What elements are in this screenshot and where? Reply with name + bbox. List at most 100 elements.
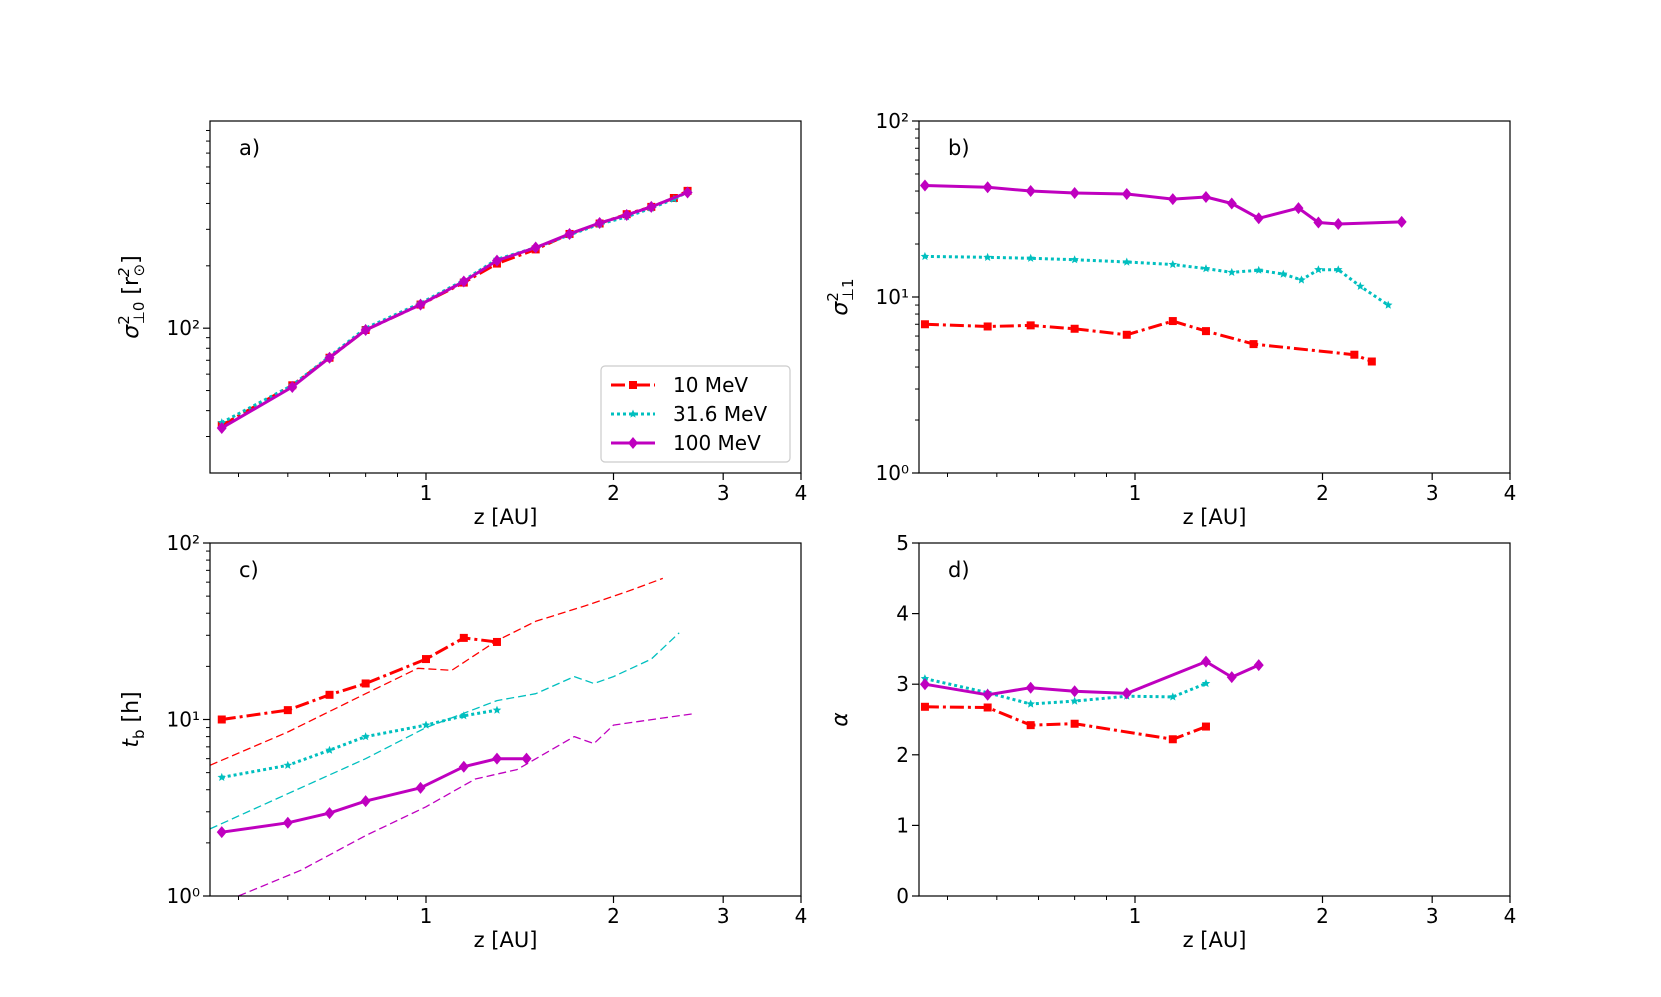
y-label-unit: [r: [119, 276, 144, 302]
data-point-31-6-mev: [1026, 699, 1035, 708]
x-tick-label: 3: [717, 904, 730, 928]
y-axis-label: α: [828, 712, 853, 727]
panel-c: 1 2 3 4 10⁰ 10¹ 10² c) z [AU] tb [h]: [119, 531, 807, 952]
data-point-10-mev: [983, 322, 992, 331]
data-point-10-mev: [1201, 722, 1210, 731]
data-point-10-mev: [983, 703, 992, 712]
data-point-100-mev: [919, 179, 930, 192]
data-point-100-mev: [919, 678, 930, 691]
data-point-10-mev: [422, 655, 431, 664]
y-tick-label: 2: [896, 743, 909, 767]
data-point-100-mev: [458, 760, 469, 773]
legend: 10 MeV 31.6 MeV 100 MeV: [600, 365, 791, 463]
series-line-100-mev: [221, 757, 527, 834]
series-line-31-6-mev-model: [210, 632, 680, 830]
data-point-100-mev: [216, 421, 227, 434]
data-point-100-mev: [287, 381, 298, 394]
data-point-31-6-mev: [1227, 267, 1236, 276]
y-label-symbol: σ: [828, 301, 853, 316]
data-point-100-mev: [682, 186, 693, 199]
y-label-unit-sup: 2: [115, 267, 133, 277]
data-point-31-6-mev: [920, 674, 930, 683]
panel-label: c): [239, 558, 259, 582]
plot-area: [919, 179, 1407, 366]
data-point-100-mev: [621, 208, 632, 221]
y-tick-label: 0: [896, 884, 909, 908]
legend-swatch-marker: [628, 409, 638, 418]
data-point-100-mev: [1200, 655, 1211, 668]
y-tick-label: 4: [896, 602, 909, 626]
y-label-unit-sub: ⊙: [130, 264, 148, 277]
data-point-31-6-mev: [1201, 264, 1211, 273]
legend-box: [600, 365, 791, 463]
y-label-symbol: t: [119, 738, 144, 748]
axes-frame: [209, 120, 802, 474]
x-tick-label: 4: [795, 481, 808, 505]
axes-frame: [918, 120, 1511, 474]
x-tick-label: 2: [607, 481, 620, 505]
data-point-31-6-mev: [1254, 265, 1263, 274]
data-point-100-mev: [1333, 217, 1344, 230]
y-tick-label: 3: [896, 672, 909, 696]
x-tick-label: 1: [1129, 904, 1142, 928]
x-tick-label: 2: [1316, 904, 1329, 928]
data-point-31-6-mev: [361, 732, 370, 741]
x-axis-label: z [AU]: [1183, 928, 1247, 952]
data-point-100-mev: [216, 826, 227, 839]
data-point-10-mev: [1201, 327, 1210, 336]
x-tick-label: 1: [1129, 481, 1142, 505]
data-point-31-6-mev: [1201, 679, 1211, 688]
y-axis-label: tb [h]: [119, 691, 148, 747]
data-point-100-mev: [282, 816, 293, 829]
legend-swatch-marker: [629, 381, 637, 389]
data-point-10-mev: [1168, 735, 1177, 744]
legend-label: 31.6 MeV: [673, 402, 767, 426]
legend-label: 100 MeV: [673, 431, 761, 455]
data-point-100-mev: [360, 324, 371, 337]
y-tick-label: 10²: [167, 531, 200, 555]
data-point-100-mev: [1253, 212, 1264, 225]
axes-frame: [209, 542, 802, 897]
data-point-100-mev: [982, 688, 993, 701]
data-point-10-mev: [1026, 321, 1035, 330]
data-point-100-mev: [1121, 687, 1132, 700]
data-point-100-mev: [1226, 671, 1237, 684]
data-point-10-mev: [459, 633, 468, 642]
legend-label: 10 MeV: [673, 373, 748, 397]
y-label-sub: ⊥1: [839, 278, 857, 301]
x-tick-label: 4: [1504, 481, 1517, 505]
series-line-100-mev-model: [238, 712, 695, 896]
data-point-100-mev: [458, 275, 469, 288]
data-point-31-6-mev: [1356, 281, 1365, 290]
data-point-31-6-mev: [283, 760, 293, 769]
data-point-100-mev: [491, 752, 502, 765]
x-tick-label: 3: [1426, 904, 1439, 928]
panel-d: 1 2 3 4 0 1 2 3 4 5 d) z [AU] α: [828, 531, 1516, 952]
data-point-31-6-mev: [1070, 696, 1079, 705]
series-line-100-mev: [924, 184, 1402, 226]
x-tick-label: 3: [1426, 481, 1439, 505]
data-point-31-6-mev: [325, 745, 334, 754]
data-point-100-mev: [982, 181, 993, 194]
data-point-100-mev: [530, 241, 541, 254]
data-point-10-mev: [1026, 721, 1035, 730]
data-point-31-6-mev: [1383, 300, 1393, 309]
series-line-10-mev: [924, 705, 1207, 741]
y-tick-label: 10²: [876, 109, 909, 133]
data-point-31-6-mev: [1026, 253, 1035, 262]
plot-area: [210, 577, 695, 896]
panel-label: b): [948, 136, 970, 160]
data-point-10-mev: [920, 702, 929, 711]
data-point-100-mev: [1293, 202, 1304, 215]
x-tick-label: 4: [1504, 904, 1517, 928]
y-label-close: ]: [119, 255, 144, 264]
y-label-sub: ⊥0: [130, 302, 148, 325]
y-axis-label: σ2⊥0 [r2⊙]: [115, 255, 148, 338]
data-point-100-mev: [1025, 681, 1036, 694]
data-point-100-mev: [564, 227, 575, 240]
y-label-unit: [h]: [119, 691, 144, 729]
y-axis-label: σ2⊥1: [824, 278, 857, 315]
data-point-100-mev: [324, 351, 335, 364]
